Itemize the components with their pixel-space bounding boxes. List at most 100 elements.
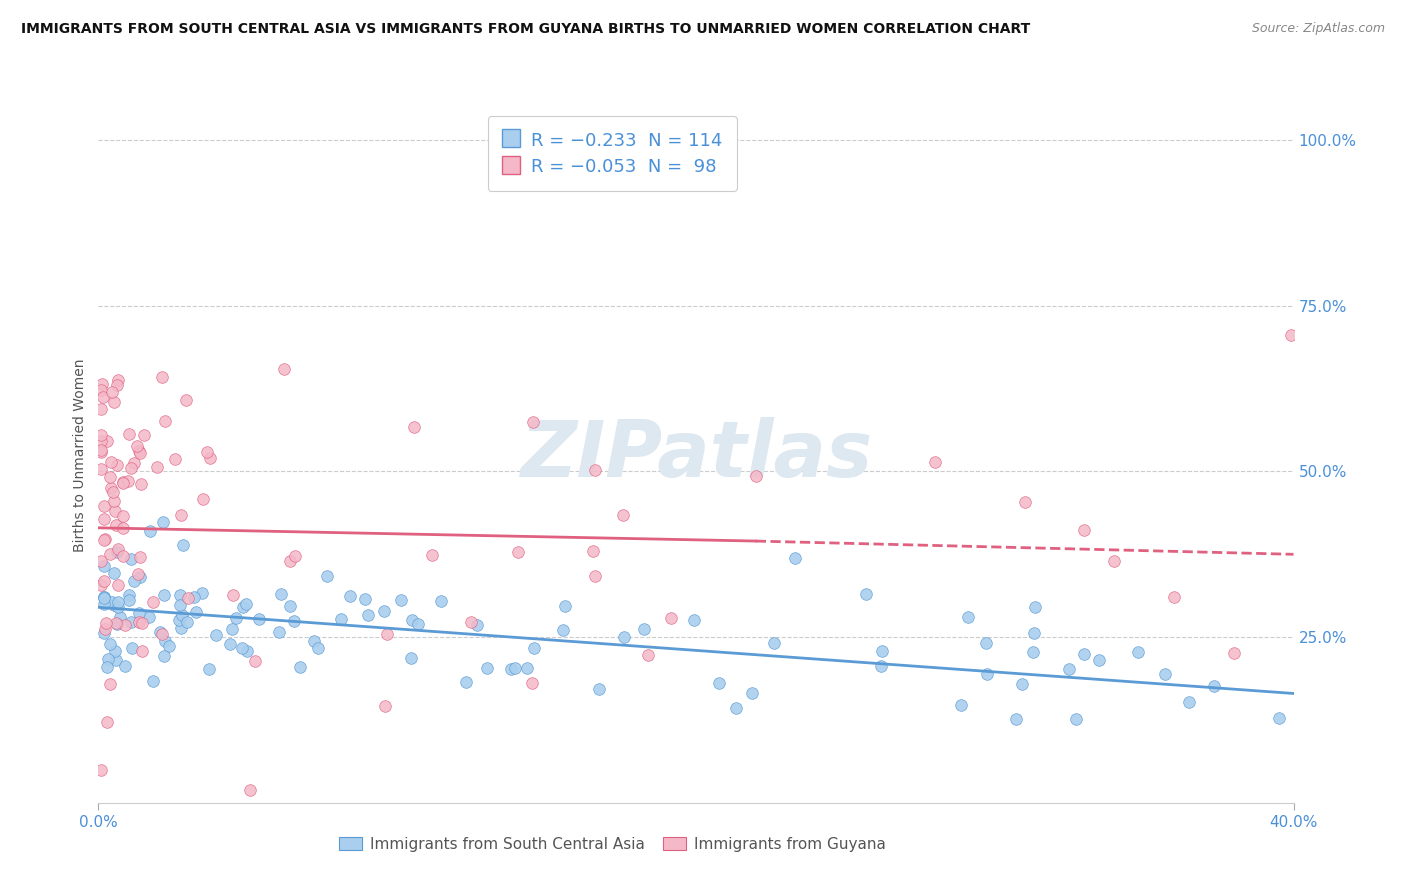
Point — [176, 615, 198, 629]
Point — [142, 595, 165, 609]
Point — [90, 428, 112, 442]
Point — [155, 414, 177, 428]
Point — [219, 637, 242, 651]
Point — [93, 574, 115, 588]
Point — [129, 550, 152, 565]
Point — [949, 698, 972, 712]
Point — [401, 614, 423, 628]
Point — [225, 611, 247, 625]
Point — [118, 593, 141, 607]
Point — [1163, 590, 1185, 604]
Point — [1073, 523, 1095, 537]
Point — [222, 588, 245, 602]
Point — [131, 644, 153, 658]
Point — [707, 676, 730, 690]
Point — [111, 476, 134, 491]
Point — [170, 508, 193, 522]
Point — [111, 508, 134, 523]
Point — [1279, 327, 1302, 342]
Point — [389, 593, 412, 607]
Point — [169, 587, 191, 601]
Point — [1177, 695, 1199, 709]
Point — [302, 634, 325, 648]
Point — [588, 681, 610, 696]
Point — [221, 622, 243, 636]
Point — [1223, 646, 1246, 660]
Point — [1005, 712, 1028, 726]
Point — [637, 648, 659, 663]
Point — [354, 592, 377, 607]
Point — [184, 605, 207, 619]
Point — [374, 698, 396, 713]
Point — [661, 611, 683, 625]
Point — [763, 636, 786, 650]
Point — [339, 589, 361, 603]
Point — [107, 458, 129, 473]
Point — [741, 686, 763, 700]
Point — [195, 445, 218, 459]
Point — [554, 599, 576, 613]
Point — [111, 475, 134, 490]
Point — [122, 456, 145, 470]
Point — [190, 586, 212, 600]
Point — [139, 524, 162, 539]
Point — [100, 481, 122, 495]
Legend: Immigrants from South Central Asia, Immigrants from Guyana: Immigrants from South Central Asia, Immi… — [333, 830, 891, 858]
Point — [1022, 625, 1045, 640]
Point — [460, 615, 482, 630]
Point — [127, 566, 149, 581]
Point — [197, 662, 219, 676]
Point — [745, 469, 768, 483]
Point — [420, 548, 443, 562]
Point — [93, 500, 115, 514]
Point — [100, 455, 122, 469]
Point — [131, 616, 153, 631]
Point — [633, 622, 655, 636]
Point — [153, 634, 176, 648]
Point — [163, 452, 186, 467]
Point — [104, 644, 127, 658]
Point — [503, 661, 526, 675]
Point — [316, 569, 339, 583]
Point — [90, 764, 112, 778]
Point — [103, 485, 125, 500]
Point — [406, 617, 429, 632]
Point — [169, 598, 191, 612]
Point — [150, 369, 173, 384]
Point — [96, 714, 118, 729]
Point — [869, 659, 891, 673]
Point — [330, 612, 353, 626]
Point — [93, 533, 115, 548]
Point — [956, 610, 979, 624]
Point — [111, 521, 134, 535]
Point — [101, 595, 124, 609]
Point — [129, 570, 152, 584]
Point — [167, 613, 190, 627]
Point — [93, 591, 115, 606]
Point — [290, 659, 312, 673]
Point — [280, 554, 302, 568]
Point — [170, 621, 193, 635]
Point — [90, 554, 112, 568]
Point — [278, 599, 301, 613]
Point — [128, 615, 150, 629]
Point — [103, 394, 125, 409]
Point — [105, 545, 128, 559]
Point — [121, 641, 143, 656]
Point — [98, 637, 121, 651]
Point — [1024, 599, 1046, 614]
Point — [465, 618, 488, 632]
Point — [132, 428, 155, 442]
Point — [93, 590, 115, 604]
Point — [174, 393, 197, 408]
Point — [120, 551, 142, 566]
Point — [401, 651, 423, 665]
Point — [205, 628, 228, 642]
Point — [93, 597, 115, 611]
Point — [506, 545, 529, 559]
Point — [98, 677, 121, 691]
Point — [375, 626, 398, 640]
Point — [107, 599, 129, 614]
Point — [90, 402, 112, 417]
Point — [103, 598, 125, 612]
